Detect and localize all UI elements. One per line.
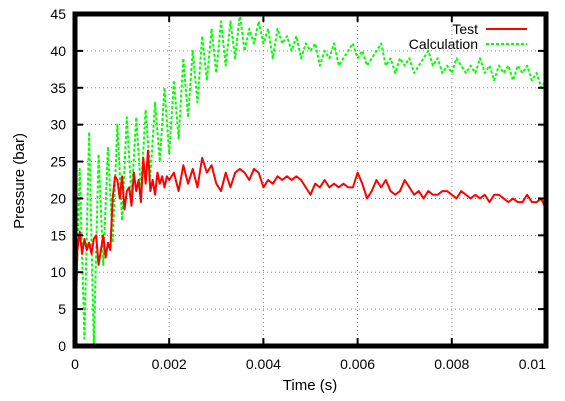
y-tick-label: 10: [50, 264, 66, 280]
grid-lines: [75, 14, 546, 346]
x-tick-label: 0.002: [152, 356, 187, 372]
series-line-calculation: [74, 13, 547, 347]
y-tick-label: 40: [50, 43, 66, 59]
series-line-test: [74, 149, 547, 347]
x-tick-label: 0.004: [246, 356, 281, 372]
y-tick-label: 15: [50, 227, 66, 243]
x-tick-label: 0.01: [519, 356, 546, 372]
legend-label-test: Test: [452, 21, 478, 37]
y-tick-label: 45: [50, 6, 66, 22]
x-tick-label: 0: [71, 356, 79, 372]
axis-ticks: [74, 13, 547, 347]
series-layer: [74, 13, 547, 347]
x-tick-label: 0.008: [434, 356, 469, 372]
y-tick-label: 35: [50, 80, 66, 96]
y-tick-label: 25: [50, 154, 66, 170]
x-tick-label: 0.006: [340, 356, 375, 372]
plot-frame: [72, 11, 549, 349]
y-tick-label: 5: [58, 301, 66, 317]
y-tick-label: 0: [58, 338, 66, 354]
y-axis-label: Pressure (bar): [11, 133, 28, 229]
tick-labels: 0 0.002 0.004 0.006 0.008 0.01 0 5 10 15 20 25 30 35 4…: [50, 6, 546, 372]
y-tick-label: 30: [50, 117, 66, 133]
y-tick-label: 20: [50, 190, 66, 206]
x-axis-label: Time (s): [283, 377, 337, 394]
legend-label-calculation: Calculation: [409, 36, 478, 52]
